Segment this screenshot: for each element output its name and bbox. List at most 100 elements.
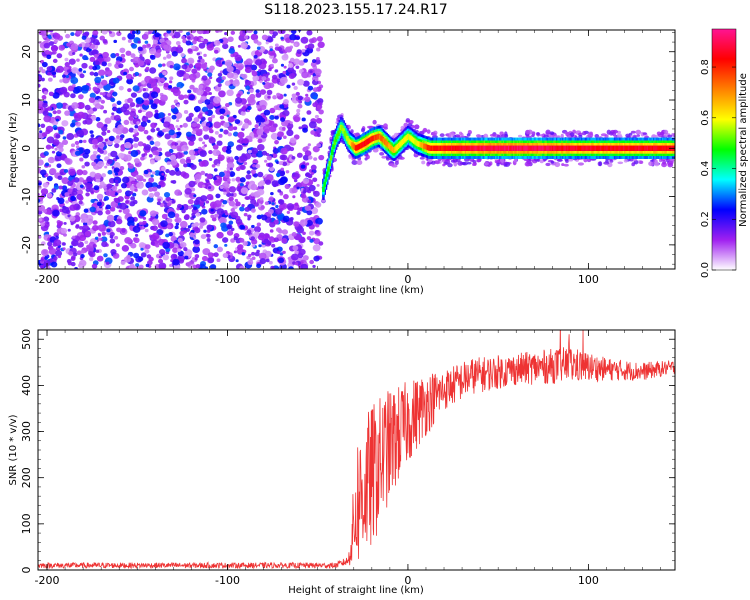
spectrogram-cell [72,187,78,193]
spectrogram-cell [308,230,315,236]
spectrogram-cell [309,238,314,243]
spectrogram-cell [45,129,51,135]
spectrogram-cell [435,160,441,165]
spectrogram-cell [98,142,105,149]
spectrogram-cell [133,143,139,148]
spectrogram-cell [48,234,52,238]
spectrogram-cell [225,148,232,154]
spectrogram-cell [53,32,61,40]
spectrogram-cell [230,207,236,213]
spectrogram-cell [44,49,50,55]
spectrogram-cell [180,52,185,57]
spectrogram-cell [472,162,477,167]
spectrogram-cell [169,154,177,161]
spectrogram-cell [40,30,47,36]
spectrogram-cell [582,130,587,136]
spectrogram-cell [218,171,225,178]
spectrogram-cell [150,122,157,129]
spectrogram-cell [211,114,216,119]
spectrogram-cell [118,85,124,91]
spectrogram-cell [256,263,262,269]
spectrogram-cell [140,247,144,251]
spectrogram-cell [84,42,90,48]
spectrogram-cell [79,226,84,230]
spectrogram-cell [230,193,234,197]
spectrogram-cell [194,257,198,261]
spectrogram-cell [188,63,194,69]
spectrogram-cell [108,30,112,34]
spectrogram-cell [230,238,236,243]
spectrogram-cell [577,162,584,166]
spectrogram-cell [269,45,274,50]
spectrogram-cell [250,192,256,197]
y-tick-label: 500 [20,329,33,350]
spectrogram-cell [104,138,108,142]
spectrogram-cell [304,205,312,212]
spectrogram-cell [281,237,288,244]
spectrogram-cell [214,49,219,54]
spectrogram-cell [421,160,426,165]
spectrogram-cell [260,117,266,123]
spectrogram-cell [166,54,172,59]
spectrogram-cell [200,195,208,202]
spectrogram-cell [139,54,143,57]
spectrogram-cell [228,220,234,225]
spectrogram-cell [70,143,76,148]
spectrogram-cell [219,70,224,74]
spectrogram-cell [106,214,115,222]
spectrogram-cell [134,124,139,129]
spectrogram-cell [115,60,121,65]
spectrogram-cell [113,39,118,44]
spectrogram-cell [240,111,246,116]
spectrogram-cell [356,159,363,166]
spectrogram-cell [291,232,297,237]
spectrogram-cell [130,76,134,80]
spectrogram-cell [143,99,150,106]
spectrogram-cell [278,178,286,186]
spectrogram-cell [79,184,84,188]
spectrogram-cell [306,219,313,227]
spectrogram-cell [239,182,244,187]
spectrogram-cell [311,59,317,64]
spectrogram-cell [226,229,234,236]
spectrogram-cell [207,117,213,122]
spectrogram-cell [208,91,212,95]
spectrogram-cell [176,248,182,253]
spectrogram-cell [648,161,654,167]
spectrogram-cell [246,229,252,234]
spectrogram-cell [545,162,551,167]
spectrogram-cell [52,92,60,99]
spectrogram-cell [539,133,545,137]
spectrogram-cell [191,212,196,217]
spectrogram-cell [247,149,252,154]
spectrogram-cell [135,263,140,267]
spectrogram-cell [273,80,278,84]
spectrogram-cell [233,250,238,254]
spectrogram-cell [272,95,277,100]
spectrogram-cell [75,30,83,35]
spectrogram-cell [253,226,262,233]
spectrogram-cell [158,249,166,255]
spectrogram-cell [196,52,201,56]
spectrogram-cell [230,211,239,219]
spectrogram-cell [52,58,58,63]
spectrogram-cell [76,58,80,62]
spectrogram-cell [439,133,445,138]
spectrogram-cell [85,57,89,61]
spectrogram-cell [301,117,306,122]
spectrogram-cell [235,166,241,172]
spectrogram-cell [181,209,186,214]
spectrogram-cell [65,33,71,39]
spectrogram-cell [246,91,250,95]
spectrogram-cell [101,61,107,67]
spectrogram-cell [185,227,191,232]
spectrogram-cell [68,58,76,65]
spectrogram-cell [101,241,108,248]
spectrogram-cell [322,186,325,192]
spectrogram-cell [151,232,160,240]
spectrogram-cell [291,82,296,86]
spectrogram-cell [114,172,119,176]
spectrogram-cell [642,132,647,135]
spectrogram-cell [259,258,267,265]
spectrogram-cell [170,253,178,260]
